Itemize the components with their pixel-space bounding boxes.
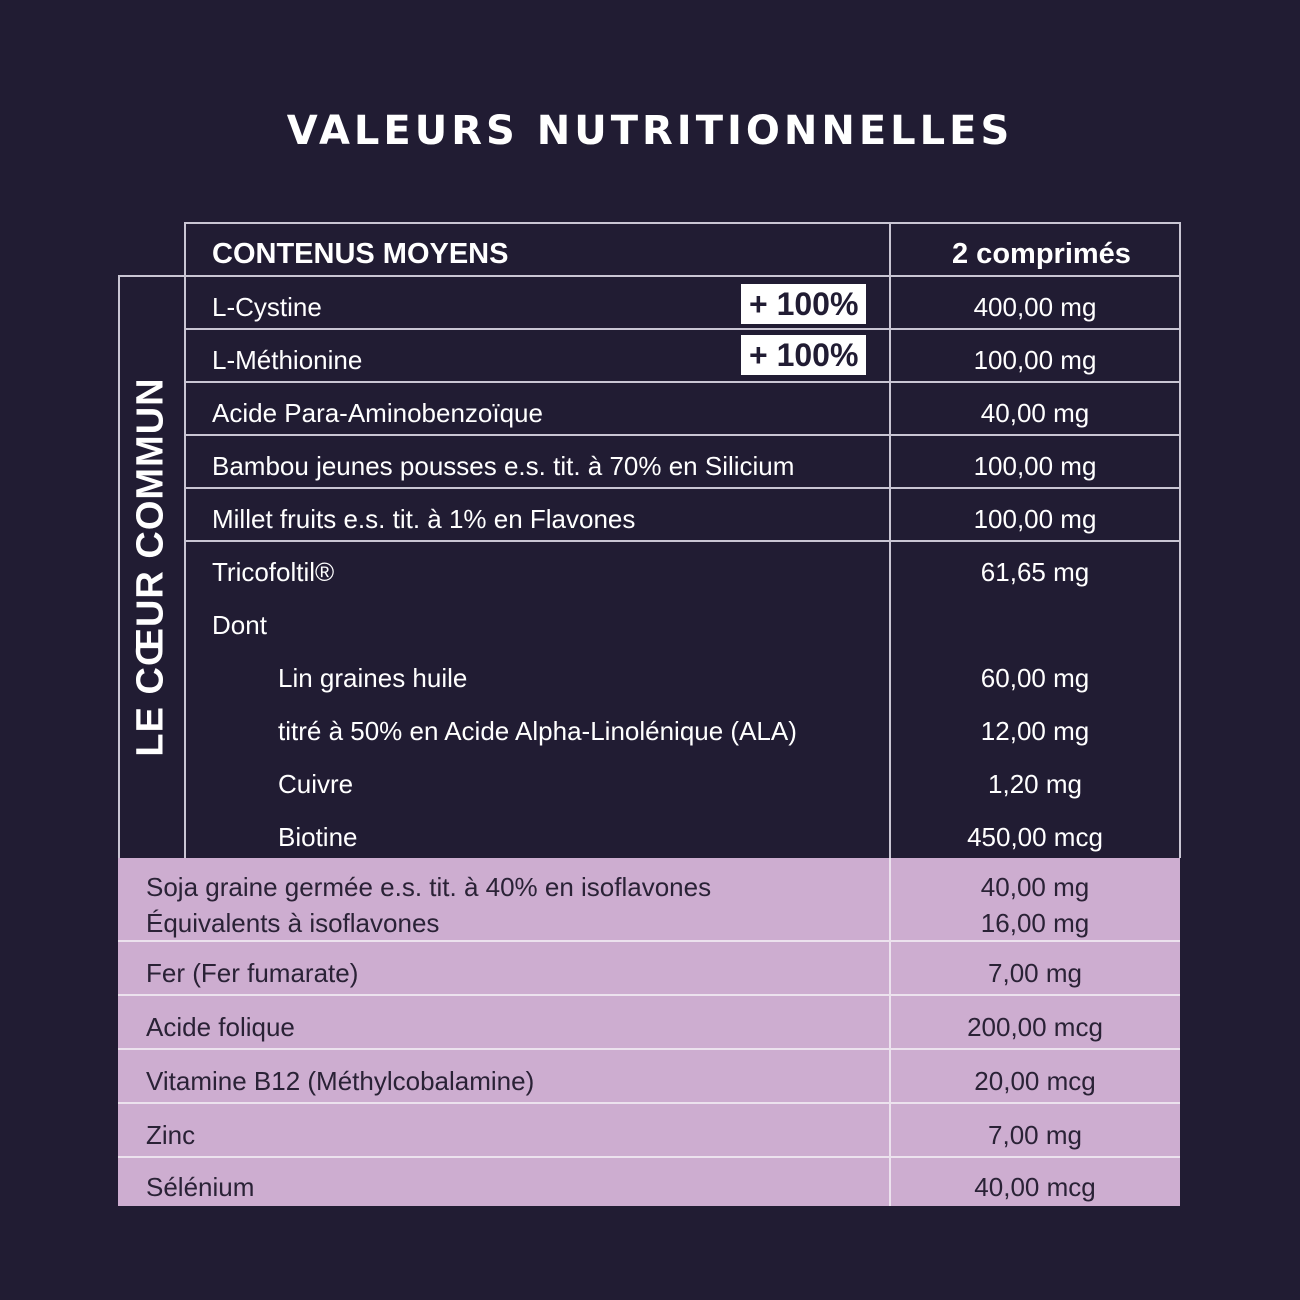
divider	[184, 381, 1180, 383]
row-value: 100,00 mg	[973, 504, 1097, 534]
row-name: L-Méthionine	[212, 345, 363, 375]
row-name: Vitamine B12 (Méthylcobalamine)	[146, 1066, 535, 1096]
page-title: VALEURS NUTRITIONNELLES	[286, 108, 1014, 154]
row-name: Tricofoltil®	[212, 557, 335, 587]
row-name: titré à 50% en Acide Alpha-Linolénique (…	[278, 716, 797, 746]
row-name: L-Cystine	[212, 292, 322, 322]
additional-ingredients: Soja graine germée e.s. tit. à 40% en is…	[118, 858, 1180, 1206]
row-value: 12,00 mg	[980, 716, 1090, 746]
row-value: 40,00 mg	[980, 872, 1090, 902]
row-name: Bambou jeunes pousses e.s. tit. à 70% en…	[212, 451, 795, 481]
header-comprimes: 2 comprimés	[952, 238, 1131, 270]
row-name: Soja graine germée e.s. tit. à 40% en is…	[146, 872, 712, 902]
divider	[118, 994, 1180, 996]
row-value: 40,00 mg	[980, 398, 1090, 428]
row-name: Acide folique	[146, 1012, 295, 1042]
divider	[889, 858, 891, 1206]
divider	[184, 434, 1180, 436]
row-name: Dont	[212, 610, 267, 640]
divider	[118, 1102, 1180, 1104]
divider	[118, 1156, 1180, 1158]
increase-badge: + 100%	[741, 284, 867, 324]
row-value: 100,00 mg	[973, 451, 1097, 481]
row-name: Lin graines huile	[278, 663, 468, 693]
row-value: 400,00 mg	[973, 292, 1097, 322]
divider	[184, 222, 186, 858]
row-name: Sélénium	[146, 1172, 255, 1202]
side-label: LE CŒUR COMMUN	[118, 277, 184, 857]
row-name: Cuivre	[278, 769, 354, 799]
increase-badge: + 100%	[741, 335, 867, 375]
row-value: 20,00 mcg	[974, 1066, 1096, 1096]
divider	[889, 222, 891, 858]
divider	[184, 487, 1180, 489]
header-contenus: CONTENUS MOYENS	[212, 238, 509, 270]
row-name: Biotine	[278, 822, 358, 852]
row-value: 1,20 mg	[988, 769, 1082, 799]
row-value: 40,00 mcg	[974, 1172, 1096, 1202]
row-value: 16,00 mg	[980, 908, 1090, 938]
row-name: Fer (Fer fumarate)	[146, 958, 359, 988]
row-name: Millet fruits e.s. tit. à 1% en Flavones	[212, 504, 636, 534]
row-name: Équivalents à isoflavones	[146, 908, 440, 938]
row-name: Acide Para-Aminobenzoïque	[212, 398, 543, 428]
divider	[1179, 222, 1181, 858]
divider	[118, 275, 1180, 277]
divider	[184, 328, 1180, 330]
row-name: Zinc	[146, 1120, 196, 1150]
row-value: 7,00 mg	[988, 1120, 1082, 1150]
row-value: 450,00 mcg	[967, 822, 1103, 852]
row-value: 100,00 mg	[973, 345, 1097, 375]
row-value: 7,00 mg	[988, 958, 1082, 988]
side-label-text: LE CŒUR COMMUN	[129, 377, 172, 757]
divider	[184, 540, 1180, 542]
row-value: 61,65 mg	[980, 557, 1090, 587]
divider	[118, 1048, 1180, 1050]
row-value: 200,00 mcg	[967, 1012, 1103, 1042]
divider	[118, 275, 120, 858]
row-value: 60,00 mg	[980, 663, 1090, 693]
divider	[118, 940, 1180, 942]
divider	[184, 222, 1180, 224]
